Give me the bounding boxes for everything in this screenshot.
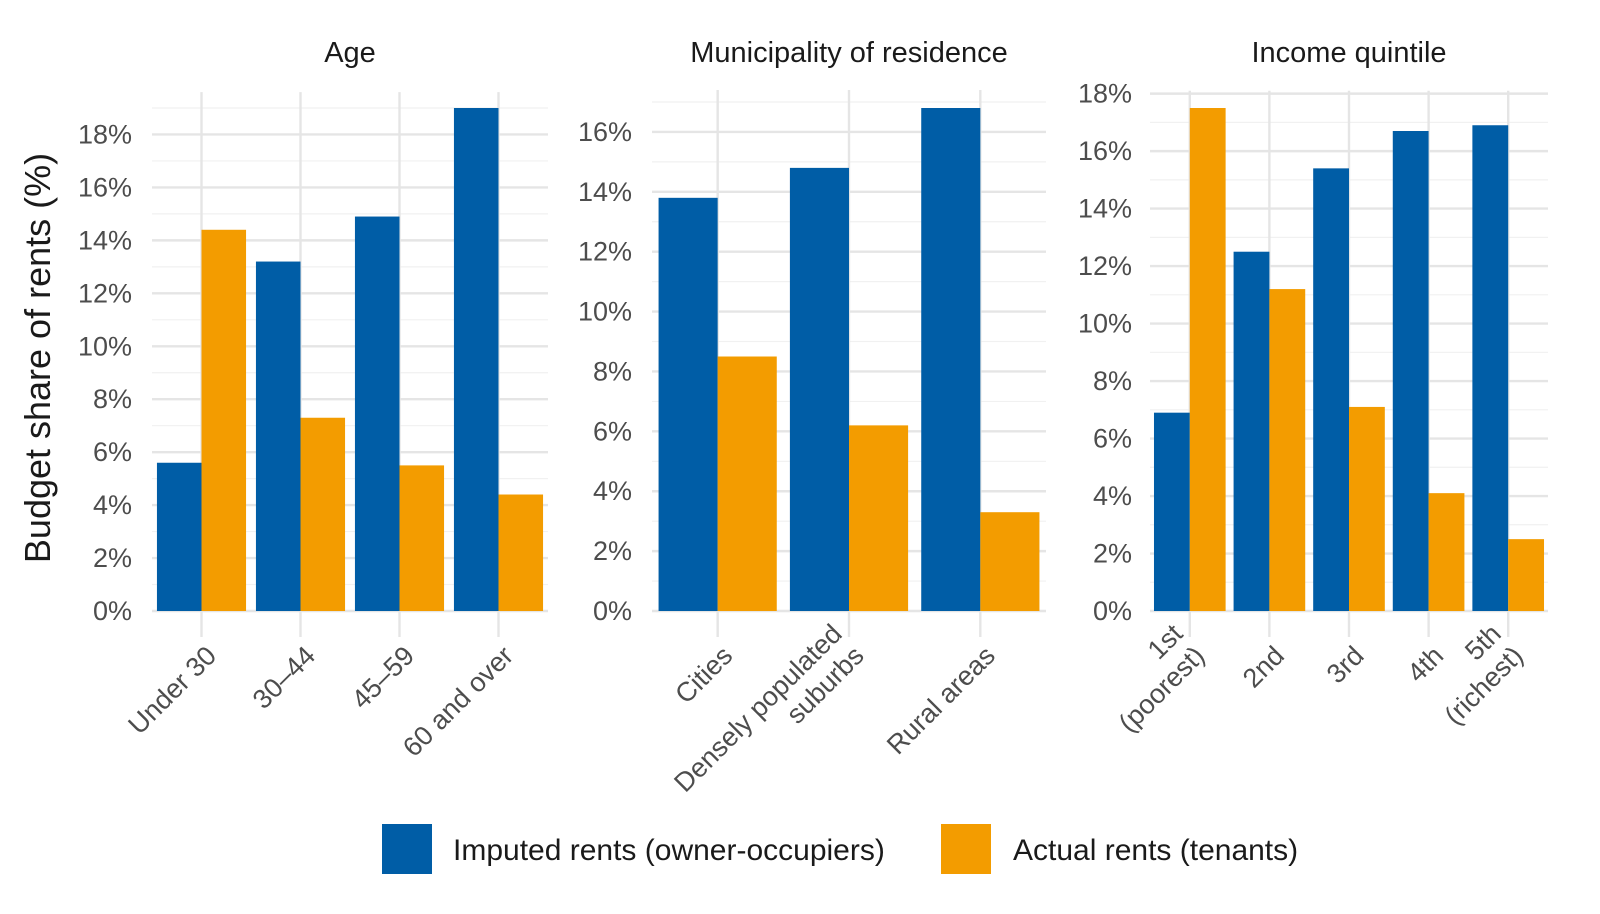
legend-swatch xyxy=(382,824,432,874)
legend-label: Imputed rents (owner-occupiers) xyxy=(453,834,885,867)
x-tick-label: 30–44 xyxy=(247,640,321,714)
panel-1: 0% 2% 4% 6% 8% 10% 12% 14% 16% 18% Under 30 30–44 45… xyxy=(78,37,548,762)
y-tick-label: 14% xyxy=(578,177,632,207)
bars xyxy=(156,108,544,612)
bar-imputed-rents xyxy=(156,462,202,611)
y-tick-label: 8% xyxy=(593,356,632,386)
bar-imputed-rents xyxy=(789,167,849,611)
bar-imputed-rents xyxy=(921,108,981,611)
bar-actual-rents xyxy=(201,229,247,612)
y-tick-label: 6% xyxy=(1093,424,1132,454)
bar-actual-rents xyxy=(1189,108,1226,611)
bar-imputed-rents xyxy=(1313,168,1349,612)
y-tick-label: 0% xyxy=(93,596,132,626)
bar-actual-rents xyxy=(717,356,777,611)
bar-actual-rents xyxy=(849,425,909,611)
x-tick-label: 1st(poorest) xyxy=(1091,618,1211,738)
bars xyxy=(658,108,1040,612)
x-tick-label: 2nd xyxy=(1237,640,1290,693)
x-tick-label: Rural areas xyxy=(881,640,1001,760)
y-tick-label: 6% xyxy=(593,416,632,446)
y-axis-title: Budget share of rents (%) xyxy=(17,153,58,563)
panel-title: Municipality of residence xyxy=(690,37,1008,69)
legend: Imputed rents (owner-occupiers) Actual re… xyxy=(382,824,1298,874)
panel-title: Income quintile xyxy=(1251,37,1446,69)
y-tick-label: 10% xyxy=(578,297,632,327)
y-tick-label: 18% xyxy=(1078,79,1132,109)
y-tick-label: 6% xyxy=(93,437,132,467)
y-tick-label: 8% xyxy=(1093,366,1132,396)
bar-imputed-rents xyxy=(1153,412,1190,611)
y-tick-label: 12% xyxy=(1078,251,1132,281)
legend-item-imputed: Imputed rents (owner-occupiers) xyxy=(382,824,885,874)
x-tick-label: 3rd xyxy=(1321,640,1370,689)
y-tick-label: 16% xyxy=(1078,136,1132,166)
y-tick-label: 0% xyxy=(593,596,632,626)
y-tick-label: 12% xyxy=(78,278,132,308)
legend-swatch xyxy=(941,824,991,874)
bar-actual-rents xyxy=(399,465,445,611)
y-tick-label: 10% xyxy=(1078,309,1132,339)
y-tick-label: 4% xyxy=(1093,481,1132,511)
y-tick-label: 4% xyxy=(593,476,632,506)
legend-label: Actual rents (tenants) xyxy=(1013,834,1298,867)
y-tick-label: 2% xyxy=(593,536,632,566)
bar-actual-rents xyxy=(1508,539,1545,611)
legend-item-actual: Actual rents (tenants) xyxy=(941,824,1298,874)
y-tick-label: 16% xyxy=(578,117,632,147)
bar-imputed-rents xyxy=(354,216,400,611)
bar-imputed-rents xyxy=(1233,251,1270,611)
panels: 0% 2% 4% 6% 8% 10% 12% 14% 16% 18% Under 30 30–44 45… xyxy=(78,37,1548,819)
x-tick-label: Under 30 xyxy=(122,640,222,740)
y-tick-label: 2% xyxy=(1093,539,1132,569)
bar-imputed-rents xyxy=(453,108,499,611)
y-tick-label: 8% xyxy=(93,384,132,414)
bars xyxy=(1153,108,1545,612)
x-tick-label: Cities xyxy=(669,640,738,709)
x-tick-label: Densely populatedsuburbs xyxy=(668,618,869,819)
y-tick-label: 12% xyxy=(578,237,632,267)
y-tick-label: 16% xyxy=(78,172,132,202)
x-tick-label: 4th xyxy=(1401,640,1449,688)
bar-actual-rents xyxy=(1428,493,1465,611)
y-tick-label: 10% xyxy=(78,331,132,361)
bar-actual-rents xyxy=(300,417,346,611)
y-tick-label: 0% xyxy=(1093,596,1132,626)
bar-imputed-rents xyxy=(255,261,301,611)
y-tick-label: 14% xyxy=(78,225,132,255)
panel-3: 0% 2% 4% 6% 8% 10% 12% 14% 16% 18% 1st(poorest) 2nd… xyxy=(1078,37,1548,738)
bar-imputed-rents xyxy=(658,197,718,612)
bar-imputed-rents xyxy=(1392,130,1429,611)
bar-actual-rents xyxy=(1349,406,1385,611)
y-tick-label: 14% xyxy=(1078,194,1132,224)
y-tick-label: 18% xyxy=(78,119,132,149)
y-tick-label: 2% xyxy=(93,543,132,573)
bar-actual-rents xyxy=(498,494,544,611)
x-tick-label: 45–59 xyxy=(346,640,420,714)
y-tick-label: 4% xyxy=(93,490,132,520)
panel-title: Age xyxy=(324,37,376,69)
bar-actual-rents xyxy=(980,512,1040,611)
bar-actual-rents xyxy=(1269,289,1306,611)
bar-imputed-rents xyxy=(1472,125,1509,611)
